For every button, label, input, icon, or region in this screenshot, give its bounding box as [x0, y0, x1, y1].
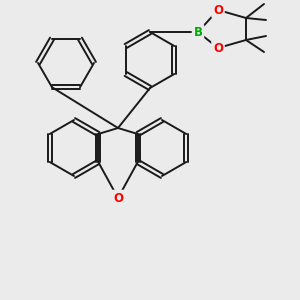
Text: O: O: [213, 41, 223, 55]
Text: B: B: [194, 26, 202, 38]
Text: O: O: [213, 4, 223, 16]
Text: O: O: [113, 191, 123, 205]
